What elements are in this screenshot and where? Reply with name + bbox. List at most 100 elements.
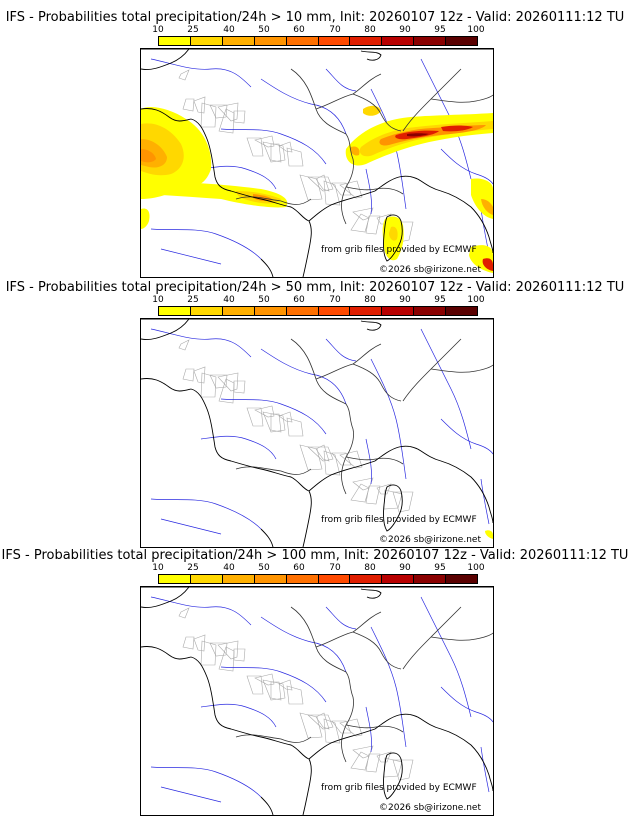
admin-boundary (209, 374, 228, 389)
admin-boundary (178, 607, 190, 619)
colorbar-label: 60 (293, 25, 305, 35)
admin-boundary (323, 180, 341, 206)
colorbar-labels: 10 25 40 50 60 70 80 90 95 100 (150, 563, 484, 573)
map-frame: from grib files provided by ECMWF ©2026 … (140, 318, 494, 548)
colorbar-label: 80 (364, 25, 376, 35)
colorbar-segment (286, 37, 319, 45)
coastline (360, 50, 382, 61)
river (160, 786, 222, 803)
river (370, 626, 407, 748)
admin-boundary (299, 444, 323, 471)
coastline (260, 796, 274, 815)
country-border (345, 456, 404, 465)
country-border (352, 631, 402, 670)
country-border (235, 196, 312, 205)
colorbar-label: 100 (467, 25, 485, 35)
country-border (235, 734, 312, 743)
admin-boundary (365, 215, 381, 235)
country-border (290, 338, 354, 495)
colorbar (158, 306, 478, 316)
admin-boundary (246, 137, 264, 157)
river (260, 78, 347, 135)
admin-boundary (323, 718, 341, 744)
admin-boundary (270, 681, 282, 701)
coastline-layer (141, 587, 493, 815)
admin-boundary (182, 98, 195, 112)
river (440, 418, 493, 455)
colorbar-segment (190, 37, 223, 45)
admin-boundary (246, 407, 264, 427)
admin-boundary (182, 636, 195, 650)
river (160, 248, 222, 265)
colorbar-label: 80 (364, 563, 376, 573)
coastline (230, 728, 310, 760)
admin-boundary (365, 485, 381, 505)
colorbar-label: 100 (467, 563, 485, 573)
admin-boundary (286, 417, 304, 437)
river (150, 58, 252, 88)
admin-boundary (193, 366, 206, 384)
source-credit: from grib files provided by ECMWF (321, 783, 477, 793)
country-border (352, 93, 402, 132)
country-border (315, 611, 382, 648)
colorbar-label: 70 (329, 295, 341, 305)
colorbar-segment (190, 307, 223, 315)
admin-boundary (299, 174, 323, 201)
admin-boundary (376, 751, 392, 763)
colorbar (158, 574, 478, 584)
coastline (260, 258, 274, 277)
coastline (360, 588, 382, 599)
admin-boundary (262, 141, 286, 163)
admin-boundary (315, 174, 330, 192)
colorbar-segment (382, 37, 415, 45)
admin-boundary (278, 411, 293, 423)
country-border (345, 724, 404, 733)
coastline (302, 758, 312, 815)
admin-boundary (299, 712, 323, 739)
river (420, 328, 472, 450)
colorbar-segment (414, 575, 447, 583)
map-base-layers (150, 596, 493, 803)
admin-boundary (200, 372, 217, 398)
admin-boundary (315, 712, 330, 730)
map-svg (141, 319, 493, 547)
river (220, 666, 327, 703)
colorbar-segment (414, 307, 447, 315)
coastline (308, 460, 376, 492)
river (365, 706, 372, 753)
river (370, 358, 407, 480)
admin-boundary (331, 452, 352, 466)
colorbar-label: 90 (399, 295, 411, 305)
panel-title: IFS - Probabilities total precipitation/… (5, 280, 625, 295)
admin-boundary (200, 640, 217, 666)
coastline (230, 190, 310, 222)
river (420, 596, 472, 718)
river (200, 703, 277, 728)
copyright-credit: ©2026 sb@irizone.net (379, 265, 481, 275)
colorbar-label: 10 (152, 295, 164, 305)
colorbar-segment (222, 37, 255, 45)
coastline (260, 528, 274, 547)
river (200, 165, 277, 190)
coastline (230, 460, 310, 492)
copyright-credit: ©2026 sb@irizone.net (379, 803, 481, 813)
river (440, 148, 493, 185)
river (480, 478, 490, 525)
country-border (352, 363, 402, 402)
river (200, 435, 277, 460)
river (365, 168, 372, 215)
map-frame: from grib files provided by ECMWF ©2026 … (140, 586, 494, 816)
country-border (315, 73, 382, 110)
source-credit: from grib files provided by ECMWF (321, 515, 477, 525)
river (220, 398, 327, 435)
admin-boundary (350, 751, 370, 771)
colorbar-segment (254, 307, 287, 315)
colorbar-label: 10 (152, 25, 164, 35)
river (160, 518, 222, 535)
colorbar-segment (350, 307, 383, 315)
coastline (374, 713, 493, 792)
coastline (308, 190, 376, 222)
colorbar-segment (222, 575, 255, 583)
admin-boundary (352, 477, 374, 491)
colorbar-label: 95 (434, 563, 446, 573)
